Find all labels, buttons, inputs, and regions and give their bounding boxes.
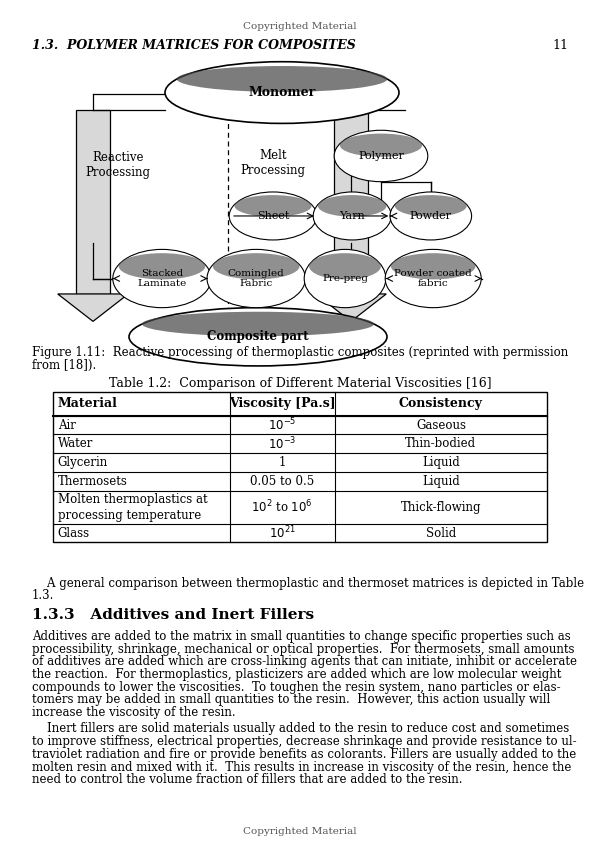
Text: compounds to lower the viscosities.  To toughen the resin system, nano particles: compounds to lower the viscosities. To t… [32, 680, 560, 693]
Text: Composite part: Composite part [207, 330, 309, 344]
Ellipse shape [385, 249, 481, 308]
Ellipse shape [309, 253, 381, 279]
Ellipse shape [113, 249, 211, 308]
Text: Gaseous: Gaseous [416, 418, 466, 432]
Text: tomers may be added in small quantities to the resin.  However, this action usua: tomers may be added in small quantities … [32, 693, 550, 706]
Text: molten resin and mixed with it.  This results in increase in viscosity of the re: molten resin and mixed with it. This res… [32, 760, 571, 774]
Text: Air: Air [58, 418, 76, 432]
Text: Water: Water [58, 437, 93, 451]
Text: 1: 1 [278, 456, 286, 470]
Ellipse shape [395, 195, 467, 217]
Ellipse shape [176, 66, 388, 92]
Text: need to control the volume fraction of fillers that are added to the resin.: need to control the volume fraction of f… [32, 773, 463, 786]
Polygon shape [76, 110, 110, 294]
Text: Solid: Solid [426, 526, 456, 540]
Text: $10^{21}$: $10^{21}$ [269, 524, 296, 542]
Text: processibility, shrinkage, mechanical or optical properties.  For thermosets, sm: processibility, shrinkage, mechanical or… [32, 643, 574, 656]
Text: Glycerin: Glycerin [58, 456, 108, 470]
Ellipse shape [207, 249, 305, 308]
Text: to improve stiffness, electrical properties, decrease shrinkage and provide resi: to improve stiffness, electrical propert… [32, 735, 577, 748]
Ellipse shape [304, 249, 386, 308]
Text: Stacked
Laminate: Stacked Laminate [137, 269, 187, 288]
Text: 1.3.: 1.3. [32, 590, 54, 602]
Text: $10^{-3}$: $10^{-3}$ [268, 435, 296, 452]
Text: Table 1.2:  Comparison of Different Material Viscosities [16]: Table 1.2: Comparison of Different Mater… [109, 377, 491, 390]
Text: $10^2$ to $10^6$: $10^2$ to $10^6$ [251, 499, 313, 516]
Text: Melt
Processing: Melt Processing [241, 149, 305, 177]
Ellipse shape [318, 195, 386, 217]
Text: Polymer: Polymer [358, 151, 404, 161]
Text: the reaction.  For thermoplastics, plasticizers are added which are low molecula: the reaction. For thermoplastics, plasti… [32, 668, 561, 681]
Text: Copyrighted Material: Copyrighted Material [243, 22, 357, 32]
Ellipse shape [142, 312, 374, 336]
Polygon shape [58, 294, 128, 321]
Text: Powder: Powder [410, 211, 452, 221]
Ellipse shape [165, 62, 399, 123]
Text: 11: 11 [552, 39, 568, 51]
Ellipse shape [391, 253, 475, 279]
Bar [53, 392, 547, 542]
Text: Molten thermoplastics at
processing temperature: Molten thermoplastics at processing temp… [58, 493, 207, 522]
Ellipse shape [334, 130, 428, 182]
Text: Yarn: Yarn [340, 211, 365, 221]
Ellipse shape [129, 308, 387, 366]
Text: Thermosets: Thermosets [58, 475, 127, 488]
Text: Additives are added to the matrix in small quantities to change specific propert: Additives are added to the matrix in sma… [32, 630, 571, 643]
Text: Sheet: Sheet [257, 211, 289, 221]
Ellipse shape [235, 195, 311, 217]
Text: traviolet radiation and fire or provide benefits as colorants. Fillers are usual: traviolet radiation and fire or provide … [32, 748, 576, 761]
Ellipse shape [119, 253, 205, 279]
Text: A general comparison between thermoplastic and thermoset matrices is depicted in: A general comparison between thermoplast… [32, 577, 584, 590]
Text: Thick-flowing: Thick-flowing [401, 500, 481, 514]
Text: 1.3.  POLYMER MATRICES FOR COMPOSITES: 1.3. POLYMER MATRICES FOR COMPOSITES [32, 39, 356, 51]
Text: Monomer: Monomer [248, 86, 316, 99]
Text: Viscosity [Pa.s]: Viscosity [Pa.s] [229, 397, 335, 411]
Text: 0.05 to 0.5: 0.05 to 0.5 [250, 475, 314, 488]
Text: Figure 1.11:  Reactive processing of thermoplastic composites (reprinted with pe: Figure 1.11: Reactive processing of ther… [32, 346, 568, 359]
Ellipse shape [313, 192, 391, 240]
Polygon shape [334, 110, 368, 294]
Polygon shape [316, 294, 386, 321]
Ellipse shape [229, 192, 317, 240]
Text: Reactive
Processing: Reactive Processing [86, 151, 151, 178]
Ellipse shape [213, 253, 299, 279]
Text: of additives are added which are cross-linking agents that can initiate, inhibit: of additives are added which are cross-l… [32, 656, 577, 668]
Text: Comingled
Fabric: Comingled Fabric [228, 269, 284, 288]
Text: Consistency: Consistency [399, 397, 483, 411]
Text: 1.3.3   Additives and Inert Fillers: 1.3.3 Additives and Inert Fillers [32, 608, 314, 622]
Text: Material: Material [58, 397, 118, 411]
Text: Pre-preg: Pre-preg [322, 274, 368, 283]
Text: Liquid: Liquid [422, 456, 460, 470]
Text: Thin-bodied: Thin-bodied [406, 437, 476, 451]
Text: increase the viscosity of the resin.: increase the viscosity of the resin. [32, 706, 235, 719]
Text: Liquid: Liquid [422, 475, 460, 488]
Text: Glass: Glass [58, 526, 90, 540]
Text: Inert fillers are solid materials usually added to the resin to reduce cost and : Inert fillers are solid materials usuall… [32, 722, 569, 735]
Text: Copyrighted Material: Copyrighted Material [243, 826, 357, 836]
Text: Powder coated
fabric: Powder coated fabric [394, 269, 472, 288]
Ellipse shape [340, 134, 422, 157]
Text: from [18]).: from [18]). [32, 359, 96, 372]
Text: $10^{-5}$: $10^{-5}$ [268, 417, 296, 434]
Ellipse shape [390, 192, 472, 240]
